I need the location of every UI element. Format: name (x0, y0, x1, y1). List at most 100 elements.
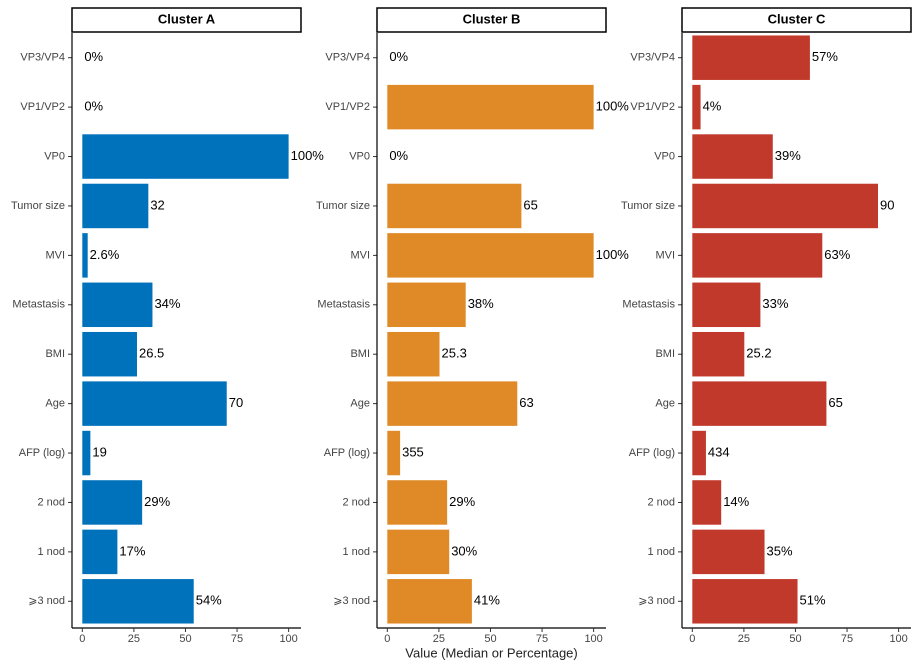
bar (82, 134, 289, 179)
x-tick-label: 100 (279, 633, 297, 645)
bar (692, 282, 761, 328)
y-tick-label: Age (45, 398, 65, 410)
bar (692, 480, 722, 525)
strip (376, 7, 607, 33)
y-tick-label: ⩾3 nod (638, 595, 675, 607)
y-tick-label: 2 nod (647, 496, 675, 508)
bar (387, 282, 466, 328)
y-tick-label: VP3/VP4 (630, 52, 675, 64)
value-label: 32 (150, 197, 164, 212)
panel-title: Cluster B (463, 11, 521, 26)
bar (82, 282, 153, 328)
x-tick-label: 75 (231, 633, 243, 645)
bar (387, 84, 594, 130)
bar (692, 381, 827, 426)
panel-title: Cluster C (768, 11, 826, 26)
y-tick-label: 2 nod (342, 496, 370, 508)
value-label: 100% (596, 99, 630, 114)
y-tick-label: Tumor size (621, 200, 675, 212)
bar (387, 430, 401, 476)
y-tick-label: VP0 (349, 150, 370, 162)
value-label: 26.5 (139, 346, 164, 361)
value-label: 0% (389, 49, 408, 64)
y-tick-label: Tumor size (11, 200, 65, 212)
bar (387, 233, 594, 278)
value-label: 25.3 (442, 346, 467, 361)
value-label: 90 (880, 197, 894, 212)
bar (692, 183, 878, 229)
value-label: 0% (84, 99, 103, 114)
y-tick-label: ⩾3 nod (333, 595, 370, 607)
y-tick-label: BMI (350, 348, 370, 360)
value-label: 63% (824, 247, 850, 262)
y-tick-label: VP0 (44, 150, 65, 162)
bar (692, 134, 773, 179)
value-label: 63 (519, 395, 533, 410)
value-label: 0% (389, 148, 408, 163)
x-tick-label: 75 (536, 633, 548, 645)
x-tick-label: 25 (433, 633, 445, 645)
bar (82, 480, 143, 525)
value-label: 355 (402, 444, 424, 459)
y-tick-label: ⩾3 nod (28, 595, 65, 607)
value-label: 4% (703, 99, 722, 114)
y-tick-label: AFP (log) (324, 447, 370, 459)
y-tick-label: VP1/VP2 (20, 101, 65, 113)
value-label: 29% (144, 494, 170, 509)
value-label: 0% (84, 49, 103, 64)
x-tick-label: 100 (584, 633, 602, 645)
y-tick-label: MVI (45, 249, 65, 261)
x-tick-label: 50 (484, 633, 496, 645)
bar (692, 529, 765, 575)
x-tick-label: 25 (128, 633, 140, 645)
x-axis-title: Value (Median or Percentage) (405, 645, 577, 660)
y-tick-label: Metastasis (317, 299, 370, 311)
strip (71, 7, 302, 33)
strip (681, 7, 912, 33)
value-label: 17% (119, 543, 145, 558)
bar (692, 35, 810, 80)
value-label: 100% (291, 148, 325, 163)
bar (387, 579, 472, 624)
y-tick-label: VP3/VP4 (325, 52, 370, 64)
value-label: 100% (596, 247, 630, 262)
value-label: 2.6% (90, 247, 120, 262)
bar (82, 331, 137, 377)
value-label: 14% (723, 494, 749, 509)
y-tick-label: MVI (350, 249, 370, 261)
value-label: 38% (468, 296, 494, 311)
bar (82, 579, 194, 624)
y-tick-label: 1 nod (37, 546, 65, 558)
y-tick-label: BMI (655, 348, 675, 360)
bar (692, 579, 798, 624)
value-label: 41% (474, 593, 500, 608)
y-tick-label: 1 nod (647, 546, 675, 558)
bar (387, 381, 518, 426)
value-label: 19 (92, 444, 106, 459)
y-tick-label: Metastasis (12, 299, 65, 311)
bar (387, 529, 450, 575)
bar (387, 183, 522, 229)
y-tick-label: VP1/VP2 (325, 101, 370, 113)
value-label: 70 (229, 395, 243, 410)
y-tick-label: BMI (45, 348, 65, 360)
value-label: 30% (451, 543, 477, 558)
value-label: 65 (523, 197, 537, 212)
bar (692, 331, 745, 377)
bar (82, 233, 88, 278)
y-tick-label: AFP (log) (19, 447, 65, 459)
x-tick-label: 100 (889, 633, 907, 645)
panel-title: Cluster A (158, 11, 216, 26)
x-tick-label: 50 (789, 633, 801, 645)
y-tick-label: MVI (655, 249, 675, 261)
bar (82, 529, 118, 575)
bar (692, 84, 701, 130)
value-label: 54% (196, 593, 222, 608)
y-tick-label: VP3/VP4 (20, 52, 65, 64)
value-label: 39% (775, 148, 801, 163)
value-label: 29% (449, 494, 475, 509)
bar (692, 233, 823, 278)
y-tick-label: Tumor size (316, 200, 370, 212)
x-tick-label: 0 (384, 633, 390, 645)
